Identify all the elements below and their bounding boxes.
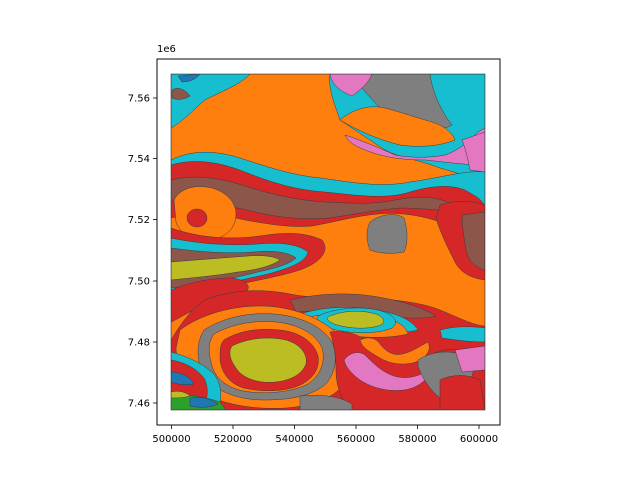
- unit-blue-swcorner: [171, 371, 195, 386]
- unit-cyan-southeast: [439, 326, 485, 343]
- y-tick-label: 7.46: [128, 399, 150, 410]
- x-tick-label: 540000: [275, 434, 313, 445]
- unit-pink-topright2: [344, 127, 485, 166]
- y-tick-label: 7.50: [128, 277, 150, 288]
- axes-spines: [156, 58, 501, 426]
- unit-orange-southloop: [359, 337, 430, 365]
- x-tick-label: 520000: [214, 434, 252, 445]
- unit-brown-east: [461, 211, 485, 271]
- x-tick-label: 580000: [398, 434, 436, 445]
- unit-olive-westfold: [171, 255, 281, 281]
- geology-map: [171, 74, 485, 410]
- unit-brown-topleft: [171, 88, 191, 100]
- unit-red-small-oval: [186, 208, 208, 228]
- map-outline: [170, 73, 486, 411]
- x-tick-label: 560000: [337, 434, 375, 445]
- unit-olive-swcorner: [171, 390, 191, 399]
- y-tick-label: 7.56: [128, 94, 150, 105]
- unit-red-northbelt: [171, 161, 485, 229]
- y-tick-label: 7.52: [128, 215, 150, 226]
- unit-gray-center: [366, 214, 408, 254]
- unit-pink-southeast: [454, 345, 485, 373]
- unit-olive-basin-core: [229, 337, 307, 383]
- unit-pink-topright1: [329, 74, 373, 97]
- y-axis: 7.46 7.48 7.50 7.52 7.54 7.56 1e6: [128, 44, 176, 410]
- unit-olive-east: [327, 311, 384, 329]
- unit-cyan-topleft: [171, 74, 251, 129]
- unit-blue-swbottom: [189, 397, 219, 408]
- y-tick-label: 7.48: [128, 338, 150, 349]
- y-tick-label: 7.54: [128, 154, 150, 165]
- y-offset-label: 1e6: [157, 44, 176, 55]
- unit-gray-southstrip: [299, 395, 353, 410]
- x-tick-label: 500000: [152, 434, 190, 445]
- x-axis: 500000 520000 540000 560000 580000 60000…: [152, 425, 498, 445]
- unit-orange-topright: [339, 106, 456, 147]
- x-tick-label: 600000: [460, 434, 498, 445]
- unit-red-southeast-patch: [439, 375, 485, 410]
